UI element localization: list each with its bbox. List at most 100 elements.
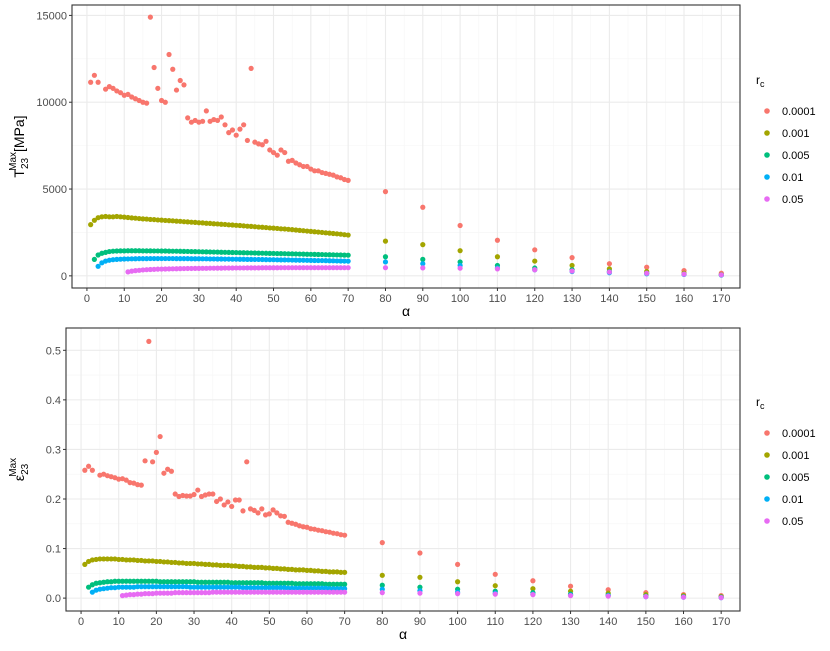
data-point [681, 271, 687, 277]
data-point [319, 589, 325, 595]
data-point [161, 470, 167, 476]
x-tick-label: 120 [526, 293, 544, 305]
data-point [123, 477, 129, 483]
data-point [226, 222, 232, 228]
data-point [138, 482, 144, 488]
data-point [569, 268, 575, 274]
data-point [155, 85, 161, 91]
data-point [530, 578, 536, 584]
x-tick-label: 110 [486, 616, 504, 628]
data-point [195, 590, 201, 596]
data-point [155, 266, 161, 272]
data-point [181, 265, 187, 272]
data-point [251, 585, 257, 591]
data-point [304, 228, 310, 234]
data-point [274, 580, 280, 586]
x-tick-label: 170 [712, 293, 730, 305]
data-point [176, 560, 182, 566]
data-point [417, 550, 423, 556]
data-point [195, 561, 201, 567]
panel-1: 0 10 20 30 40 50 60 70 80 90 100 110 120 130 140 150 160… [8, 4, 741, 319]
y-tick-label: 0.1 [46, 544, 61, 556]
data-point [262, 585, 269, 591]
legend-1: rc 0.0001 0.001 0.005 0.01 0.05 [756, 73, 816, 206]
data-point [342, 581, 348, 587]
data-point [308, 581, 314, 587]
data-point [338, 252, 344, 258]
data-point [266, 589, 272, 595]
data-point [319, 585, 325, 591]
data-point [285, 265, 292, 271]
data-point [181, 256, 187, 262]
data-point [132, 248, 139, 254]
data-point [119, 578, 126, 584]
data-point [177, 256, 183, 262]
data-point [326, 581, 333, 587]
data-point [222, 122, 228, 128]
data-point [311, 265, 318, 271]
data-point [229, 580, 235, 586]
data-point [236, 563, 242, 569]
data-point [162, 248, 168, 254]
data-point [282, 149, 288, 156]
data-point [296, 581, 303, 587]
data-point [181, 219, 187, 225]
data-point [263, 265, 269, 271]
x-tick-label: 50 [267, 293, 279, 305]
data-point [192, 249, 198, 255]
data-point [233, 265, 239, 271]
data-point [233, 249, 239, 256]
data-point [132, 256, 139, 262]
x-tick-label: 150 [637, 616, 655, 628]
data-point [200, 249, 206, 255]
data-point [202, 561, 208, 568]
data-point [188, 219, 195, 225]
data-point [134, 557, 141, 564]
data-point [221, 502, 227, 508]
data-point [285, 585, 291, 591]
data-point [293, 251, 299, 257]
data-point [218, 114, 224, 120]
x-tick-label: 150 [638, 293, 656, 305]
data-point [207, 256, 213, 262]
data-point [304, 257, 310, 263]
data-point [136, 256, 142, 262]
data-point [311, 229, 318, 235]
data-point [202, 579, 208, 585]
legend-title: rc [756, 73, 765, 89]
data-point [379, 572, 385, 578]
data-point [151, 64, 157, 71]
data-point [262, 589, 269, 595]
data-point [112, 578, 118, 584]
legend-key [764, 152, 770, 158]
data-point [247, 589, 254, 595]
data-point [140, 267, 146, 273]
data-point [162, 217, 168, 224]
data-point [304, 567, 310, 573]
data-point [251, 589, 257, 595]
data-point [168, 579, 175, 585]
data-point [259, 506, 265, 512]
data-point [196, 265, 202, 271]
data-point [455, 591, 461, 597]
data-point [232, 580, 239, 586]
data-point [129, 248, 135, 254]
data-point [95, 79, 101, 85]
data-point [155, 255, 161, 262]
data-point [532, 258, 538, 264]
data-point [172, 579, 178, 585]
data-point [221, 562, 227, 569]
data-point [270, 589, 276, 595]
data-point [293, 227, 299, 233]
data-point [326, 589, 333, 595]
data-point [289, 227, 295, 233]
data-point [222, 265, 228, 271]
data-point [229, 265, 236, 271]
data-point [150, 584, 156, 590]
data-point [270, 265, 277, 271]
data-point [217, 584, 223, 590]
data-point [278, 257, 284, 263]
data-point [203, 249, 209, 255]
x-tick-label: 70 [339, 616, 351, 628]
data-point [123, 557, 129, 563]
